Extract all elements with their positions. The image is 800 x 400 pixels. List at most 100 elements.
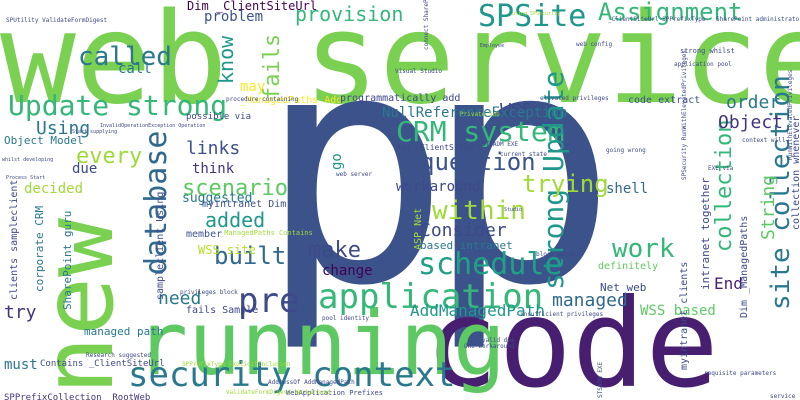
cloud-word: links xyxy=(186,138,241,159)
cloud-word: Visual Studio xyxy=(395,68,442,75)
cloud-word: managed path xyxy=(84,325,164,338)
cloud-word: privileges block xyxy=(180,289,238,296)
cloud-word: code extract xyxy=(628,95,701,106)
cloud-word: Employee xyxy=(480,43,505,49)
cloud-word: insufficient privileges xyxy=(520,311,604,318)
cloud-word: using SPSecurity xyxy=(512,11,561,17)
cloud-word: every xyxy=(76,144,143,169)
cloud-word: _ManagedPaths Contains xyxy=(220,229,313,237)
cloud-word: Dim _ClientSiteUrl xyxy=(187,0,318,13)
cloud-word: decided xyxy=(24,181,84,197)
cloud-word: trying xyxy=(522,170,609,198)
cloud-word: sampleclient Using xyxy=(155,191,166,300)
cloud-word: added xyxy=(205,208,266,232)
cloud-word: must xyxy=(4,357,38,373)
cloud-word: SPPrefixCollection _RootWeb xyxy=(4,393,151,400)
cloud-word: CRM system xyxy=(396,115,565,148)
cloud-word: SPUtility ValidateFormDigest xyxy=(6,17,108,24)
cloud-word: Consider xyxy=(420,220,507,241)
cloud-word: based intranet xyxy=(420,239,513,252)
cloud-word: fails xyxy=(260,33,285,100)
cloud-word: String xyxy=(758,174,779,240)
cloud-word: Dim _ManagedPaths xyxy=(739,215,750,318)
cloud-word: provision xyxy=(295,2,404,26)
cloud-word: Add _ClientSiteUrl xyxy=(396,143,483,152)
cloud-word: AddressOf AddManagedPath xyxy=(268,379,355,386)
cloud-word: WSS based xyxy=(640,303,716,319)
cloud-word: STSADM EXE xyxy=(597,361,604,398)
cloud-word: ASP Net xyxy=(413,207,424,250)
cloud-word: problem xyxy=(204,9,264,25)
cloud-word: End xyxy=(714,274,743,293)
cloud-word: Private Sub xyxy=(460,111,500,118)
cloud-word: change xyxy=(322,263,373,279)
cloud-word: block using xyxy=(536,251,576,258)
cloud-word: AddManagedPath xyxy=(410,301,545,320)
cloud-word: Start supplying xyxy=(72,129,118,135)
cloud-word: SharePoint administrators xyxy=(716,16,800,23)
cloud-word: web config xyxy=(576,41,613,48)
cloud-word: know xyxy=(214,35,238,84)
cloud-word: NullReferenceException xyxy=(382,105,568,121)
cloud-word: pre xyxy=(238,281,300,321)
cloud-word: going wrong xyxy=(606,147,646,154)
cloud-word: schedule xyxy=(418,247,563,282)
cloud-word: elevated privileges xyxy=(540,95,609,102)
cloud-word: whilst developing xyxy=(2,157,54,163)
cloud-word: workaround xyxy=(396,179,481,195)
cloud-word: think xyxy=(192,161,235,177)
cloud-word: _ManagedPaths Add xyxy=(240,95,343,106)
cloud-word: question xyxy=(420,148,536,176)
cloud-word: corporate CRM xyxy=(33,205,46,292)
cloud-word: Object Model xyxy=(4,134,84,147)
cloud-word: Assignment xyxy=(598,0,743,26)
cloud-word: RunWithElevatedPrivileges xyxy=(787,69,794,160)
cloud-word: ValidateFormDigest Workaround xyxy=(226,389,331,396)
cloud-word: Object xyxy=(718,112,784,133)
cloud-word: member xyxy=(186,229,223,240)
cloud-word: call xyxy=(118,61,152,77)
cloud-word: context will xyxy=(742,137,786,144)
cloud-word: p xyxy=(258,0,451,356)
cloud-word: definitely xyxy=(598,261,659,272)
cloud-word: myintranet Dim xyxy=(202,199,287,210)
cloud-word: need xyxy=(158,288,202,309)
cloud-word: WebApplication Prefixes xyxy=(286,389,383,397)
cloud-word: due xyxy=(72,161,98,177)
cloud-word: valid due xyxy=(482,337,515,344)
cloud-word: strong whilst xyxy=(680,47,735,55)
cloud-word: scenario xyxy=(182,176,288,201)
cloud-word: Update strong xyxy=(8,89,228,122)
cloud-word: service runs xyxy=(770,393,800,400)
cloud-word: _ClientSiteUrl SPPrefixType xyxy=(608,16,706,23)
cloud-word: order xyxy=(726,92,781,113)
cloud-word: WSS site xyxy=(198,243,256,257)
cloud-word: Studio xyxy=(504,207,523,213)
cloud-word: code xyxy=(425,273,719,400)
cloud-word: connect SharePoint xyxy=(423,0,430,50)
cloud-word: Using xyxy=(36,118,91,139)
cloud-word: SPPrefixType ExplicitInclusion xyxy=(182,361,291,368)
cloud-word: collection xyxy=(712,119,737,252)
cloud-word: SPSite xyxy=(478,0,587,34)
cloud-word: One workaround xyxy=(464,343,515,350)
cloud-word: shell xyxy=(606,181,649,197)
cloud-word: web server xyxy=(336,171,373,178)
cloud-word: p xyxy=(425,0,618,356)
cloud-word: current state xyxy=(500,151,547,158)
cloud-word: work xyxy=(612,234,675,264)
cloud-word: myintranet clients xyxy=(679,261,690,370)
cloud-word: suggested xyxy=(182,191,253,206)
cloud-word: EXE via xyxy=(708,165,734,172)
cloud-word: requisite parameters xyxy=(704,370,777,377)
cloud-word: pool identity xyxy=(322,315,369,322)
cloud-word: intranet together xyxy=(699,177,712,290)
cloud-word: make xyxy=(308,238,361,263)
cloud-word: clients sampleclient xyxy=(9,179,20,300)
cloud-word: InvalidOperationException Operation xyxy=(100,123,206,129)
cloud-word: try xyxy=(4,302,37,323)
cloud-word: SPSecurity RunWithElevatedPrivileges xyxy=(681,49,688,180)
cloud-word: STSADM EXE xyxy=(482,141,519,148)
cloud-word: procedure containing xyxy=(226,96,299,103)
